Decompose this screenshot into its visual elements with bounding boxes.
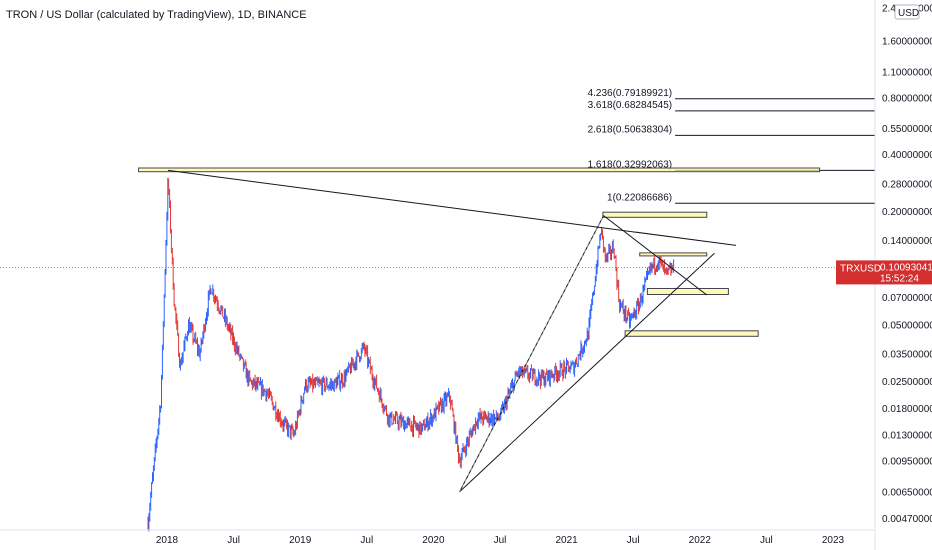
candles xyxy=(147,177,675,532)
y-tick-label: 0.55000000 xyxy=(882,124,932,135)
x-tick-label: 2023 xyxy=(822,535,845,546)
price-tag: TRXUSD 0.10093041 15:52:24 xyxy=(836,260,932,285)
y-tick-label: 0.20000000 xyxy=(882,207,932,218)
y-tick-label: 0.40000000 xyxy=(882,150,932,161)
price-tag-symbol: TRXUSD xyxy=(840,263,881,274)
x-tick-label: Jul xyxy=(627,535,640,546)
currency-label: USD xyxy=(898,8,919,19)
y-tick-label: 0.02500000 xyxy=(882,377,932,388)
chart-title: TRON / US Dollar (calculated by TradingV… xyxy=(6,9,307,21)
trendline xyxy=(603,215,708,296)
y-tick-label: 0.14000000 xyxy=(882,236,932,247)
fib-extension-guide xyxy=(459,215,604,493)
y-tick-label: 0.05000000 xyxy=(882,320,932,331)
trendline xyxy=(168,169,737,246)
zone-rect xyxy=(138,167,821,173)
fib-level-label: 3.618(0.68284545) xyxy=(588,100,673,111)
currency-badge[interactable]: USD xyxy=(894,4,920,20)
currency-badge-box xyxy=(894,4,920,20)
x-tick-label: 2022 xyxy=(689,535,712,546)
price-tag-symbol-box xyxy=(836,260,876,285)
x-tick-label: Jul xyxy=(227,535,240,546)
y-tick-label: 0.03500000 xyxy=(882,350,932,361)
fib-level-label: 1.618(0.32992063) xyxy=(588,159,673,170)
fib-level-label: 1(0.22086686) xyxy=(607,192,672,203)
price-tag-price: 0.10093041 xyxy=(880,262,932,273)
y-tick-label: 0.00950000 xyxy=(882,456,932,467)
fib-level-label: 4.236(0.79189921) xyxy=(588,88,673,99)
zone-rect xyxy=(646,288,729,295)
trendlines xyxy=(168,169,737,493)
x-tick-label: Jul xyxy=(360,535,373,546)
trendline xyxy=(459,252,715,493)
x-tick-label: 2021 xyxy=(555,535,578,546)
y-tick-label: 0.28000000 xyxy=(882,179,932,190)
y-tick-label: 0.00470000 xyxy=(882,514,932,525)
y-tick-label: 1.10000000 xyxy=(882,67,932,78)
fib-level-label: 2.618(0.50638304) xyxy=(588,124,673,135)
x-tick-label: 2019 xyxy=(289,535,312,546)
y-tick-label: 0.01300000 xyxy=(882,431,932,442)
zone-rect xyxy=(602,211,708,218)
x-tick-label: 2018 xyxy=(156,535,179,546)
y-tick-label: 1.60000000 xyxy=(882,37,932,48)
zones xyxy=(138,167,821,337)
x-tick-label: Jul xyxy=(494,535,507,546)
price-tag-value-box xyxy=(876,260,932,285)
y-tick-label: 0.07000000 xyxy=(882,293,932,304)
zone-rect xyxy=(624,330,759,337)
y-tick-label: 0.01800000 xyxy=(882,404,932,415)
price-tag-countdown: 15:52:24 xyxy=(880,273,919,284)
x-tick-label: Jul xyxy=(760,535,773,546)
zone-rect xyxy=(639,252,708,257)
x-tick-label: 2020 xyxy=(422,535,445,546)
y-tick-label: 0.80000000 xyxy=(882,93,932,104)
y-tick-label: 0.00650000 xyxy=(882,487,932,498)
